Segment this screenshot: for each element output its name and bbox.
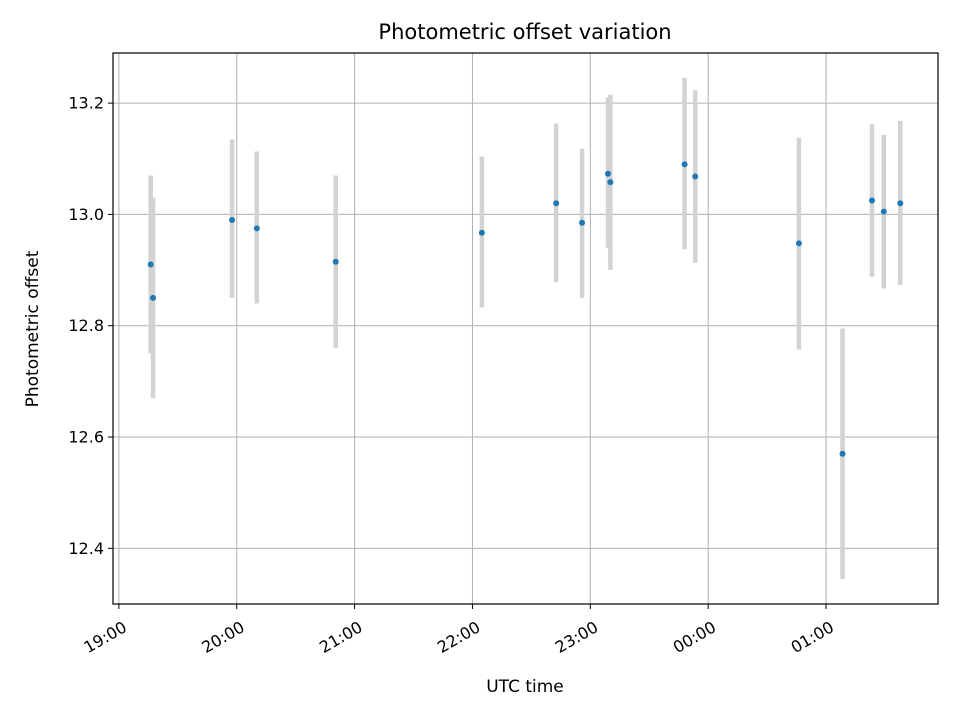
data-point <box>605 170 611 177</box>
data-point <box>869 197 875 204</box>
data-point <box>332 258 339 265</box>
data-point <box>253 225 260 232</box>
data-point <box>229 216 236 223</box>
data-point <box>150 294 157 301</box>
data-point <box>880 208 887 215</box>
x-axis-label: UTC time <box>486 677 564 697</box>
y-tick-label: 12.8 <box>68 316 104 335</box>
data-point <box>607 179 614 186</box>
data-point <box>147 261 154 268</box>
y-tick-label: 13.0 <box>68 205 104 224</box>
y-tick-label: 12.4 <box>68 539 104 558</box>
data-point <box>839 450 846 457</box>
data-point <box>579 219 586 226</box>
plot-frame <box>112 52 939 605</box>
data-point <box>478 229 485 236</box>
chart-title: Photometric offset variation <box>378 20 671 44</box>
y-tick-label: 12.6 <box>68 428 104 447</box>
point-layer <box>147 161 904 457</box>
data-point <box>795 240 802 247</box>
data-point <box>553 200 560 207</box>
y-axis-label: Photometric offset <box>23 250 43 407</box>
data-point <box>681 161 688 168</box>
data-point <box>692 173 699 180</box>
y-tick-label: 13.2 <box>68 94 104 113</box>
data-point <box>897 200 904 207</box>
